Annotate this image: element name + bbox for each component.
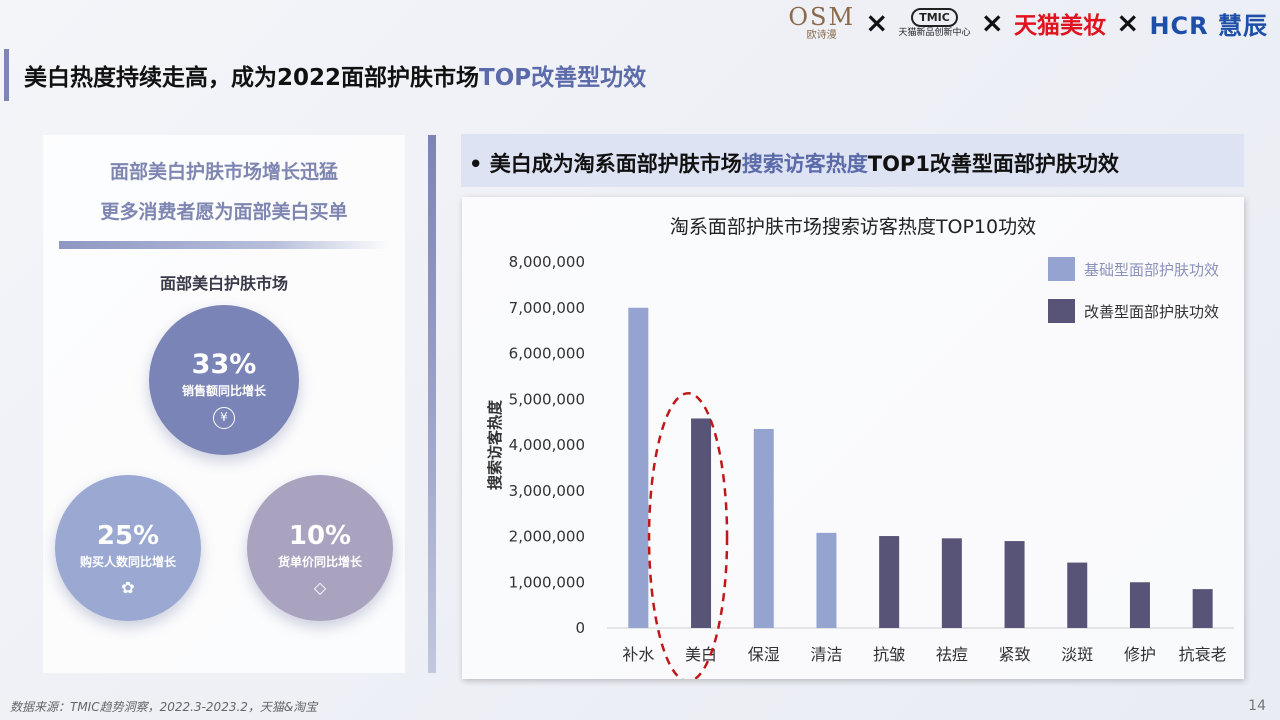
- y-tick-label: 7,000,000: [509, 299, 585, 317]
- people-icon: ✿: [121, 578, 135, 597]
- x-tick-label: 修护: [1124, 645, 1156, 664]
- partner-logos: OSM 欧诗漫 × TMIC 天猫新品创新中心 × 天猫美妆 × HCR 慧辰: [788, 4, 1268, 42]
- y-tick-label: 5,000,000: [509, 390, 585, 408]
- stat-value: 33%: [191, 349, 257, 380]
- y-axis-label: 搜索访客热度: [486, 399, 504, 490]
- bar-紧致: [1004, 541, 1025, 628]
- bar-清洁: [816, 532, 837, 628]
- tmall-beauty-logo: 天猫美妆: [1013, 13, 1106, 39]
- y-tick-label: 1,000,000: [509, 573, 585, 591]
- x-tick-label: 清洁: [810, 645, 842, 664]
- panel-divider-bar: [59, 241, 389, 249]
- panel-heading-line2: 更多消费者愿为面部美白买单: [100, 201, 348, 223]
- x-tick-label: 淡斑: [1061, 645, 1093, 664]
- yen-icon: ¥: [213, 407, 235, 429]
- title-accent-bar: [4, 49, 9, 101]
- bar-抗衰老: [1192, 589, 1213, 628]
- x-tick-label: 祛痘: [936, 645, 968, 664]
- y-tick-label: 0: [575, 619, 585, 637]
- y-tick-label: 6,000,000: [509, 345, 585, 363]
- stat-value: 25%: [96, 521, 160, 551]
- x-tick-label: 抗衰老: [1179, 645, 1227, 664]
- y-tick-label: 2,000,000: [509, 528, 585, 546]
- legend-label: 基础型面部护肤功效: [1084, 261, 1219, 279]
- chart-section-header: • 美白成为淘系面部护肤市场搜索访客热度TOP1改善型面部护肤功效: [461, 134, 1244, 187]
- x-tick-label: 抗皱: [873, 645, 905, 664]
- sales-growth-stat: 33% 销售额同比增长 ¥: [149, 305, 299, 455]
- bar-抗皱: [879, 536, 900, 628]
- y-tick-label: 3,000,000: [509, 482, 585, 500]
- legend-label: 改善型面部护肤功效: [1084, 303, 1219, 321]
- chart-title: 淘系面部护肤市场搜索访客热度TOP10功效: [670, 216, 1036, 238]
- buyer-growth-stat: 25% 购买人数同比增长 ✿: [55, 475, 201, 621]
- legend-swatch: [1048, 299, 1075, 323]
- bar-修护: [1129, 582, 1150, 628]
- panel-heading-line1: 面部美白护肤市场增长迅猛: [109, 161, 338, 183]
- stat-label: 销售额同比增长: [181, 384, 266, 398]
- times-icon: ×: [980, 6, 1004, 39]
- market-growth-panel: 面部美白护肤市场增长迅猛 更多消费者愿为面部美白买单 面部美白护肤市场 33% …: [43, 135, 405, 673]
- x-tick-label: 保湿: [748, 645, 780, 664]
- x-tick-label: 美白: [685, 645, 717, 664]
- legend-swatch: [1048, 257, 1075, 281]
- tmic-logo: TMIC 天猫新品创新中心: [899, 8, 971, 38]
- unit-price-growth-stat: 10% 货单价同比增长 ◇: [247, 475, 393, 621]
- source-footnote: 数据来源：TMIC趋势洞察，2022.3-2023.2，天猫&淘宝: [10, 700, 318, 714]
- stat-label: 货单价同比增长: [277, 555, 362, 569]
- x-tick-label: 紧致: [999, 645, 1031, 664]
- bar-保湿: [753, 428, 774, 628]
- page-number: 14: [1248, 698, 1266, 714]
- bar-美白: [691, 418, 712, 628]
- chart-section-heading: • 美白成为淘系面部护肤市场搜索访客热度TOP1改善型面部护肤功效: [469, 152, 1119, 176]
- bar-chart: 淘系面部护肤市场搜索访客热度TOP10功效 0 1,000,000 2,000,000…: [486, 216, 1234, 683]
- chart-card: 淘系面部护肤市场搜索访客热度TOP10功效 0 1,000,000 2,000,000…: [462, 197, 1244, 683]
- stat-value: 10%: [288, 521, 352, 551]
- stat-label: 购买人数同比增长: [79, 555, 176, 569]
- y-tick-label: 4,000,000: [509, 436, 585, 454]
- price-tag-icon: ◇: [313, 578, 327, 597]
- bar-祛痘: [941, 538, 962, 628]
- page-title: 美白热度持续走高，成为2022面部护肤市场TOP改善型功效: [24, 65, 647, 91]
- x-tick-label: 补水: [622, 645, 654, 664]
- y-tick-label: 8,000,000: [509, 253, 585, 271]
- vertical-divider: [428, 135, 436, 673]
- osm-logo: OSM 欧诗漫: [788, 3, 856, 41]
- times-icon: ×: [865, 6, 889, 39]
- bar-补水: [628, 307, 649, 628]
- highlight-ellipse: [647, 391, 729, 683]
- panel-subtitle: 面部美白护肤市场: [159, 274, 288, 293]
- bar-淡斑: [1067, 562, 1088, 628]
- hcr-logo: HCR 慧辰: [1149, 11, 1268, 40]
- times-icon: ×: [1115, 6, 1140, 39]
